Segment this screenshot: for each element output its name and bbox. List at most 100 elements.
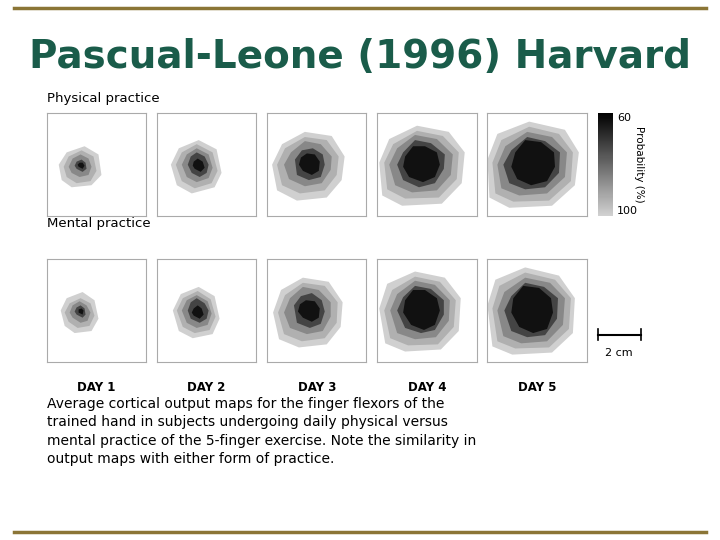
Polygon shape [278,283,338,341]
Polygon shape [188,298,209,323]
Bar [598,132,613,133]
Bar [598,168,613,169]
Bar [598,200,613,201]
Bar [598,152,613,153]
Bar [598,148,613,149]
Bar [598,173,613,174]
Bar [598,127,613,128]
Bar [598,193,613,194]
Bar [598,187,613,188]
Bar [598,198,613,199]
Polygon shape [397,140,445,187]
Polygon shape [503,137,560,190]
Polygon shape [78,163,84,169]
Bar [598,200,613,201]
Bar [598,154,613,156]
Bar [598,147,613,149]
Bar [598,122,613,123]
Polygon shape [273,278,343,347]
Polygon shape [181,295,212,328]
Bar [598,186,613,187]
Polygon shape [299,153,320,175]
Bar [598,164,613,165]
Bar [598,190,613,191]
Polygon shape [75,160,86,172]
Bar [598,175,613,176]
Bar [598,114,613,116]
Bar [598,130,613,131]
Text: DAY 5: DAY 5 [518,381,557,394]
Polygon shape [403,290,440,330]
Bar [598,211,613,212]
Bar [598,202,613,204]
Bar [598,170,613,171]
Polygon shape [60,292,99,333]
Bar [598,128,613,129]
Bar [598,188,613,190]
Polygon shape [284,141,332,186]
Bar [598,166,613,167]
Bar [598,184,613,185]
Polygon shape [487,267,575,355]
Polygon shape [511,140,555,185]
Bar [598,134,613,135]
Bar [598,210,613,211]
Polygon shape [75,305,86,318]
Bar [598,124,613,125]
Polygon shape [68,154,91,177]
Bar [598,119,613,120]
Bar [598,172,613,173]
Polygon shape [78,308,84,315]
Polygon shape [193,159,204,172]
Bar [598,205,613,206]
Text: 2 cm: 2 cm [606,348,633,359]
Text: DAY 1: DAY 1 [77,381,116,394]
Bar [598,194,613,195]
Polygon shape [511,286,553,333]
Bar [598,215,613,216]
Polygon shape [379,272,461,352]
Bar [598,163,613,164]
Bar [598,182,613,183]
Polygon shape [492,127,573,201]
Polygon shape [284,287,330,334]
Bar [598,143,613,144]
Bar [598,133,613,134]
Bar [598,179,613,180]
Bar [598,139,613,140]
Bar [598,191,613,192]
Bar [598,156,613,157]
Bar [598,137,613,138]
Polygon shape [277,137,338,193]
Bar [598,136,613,137]
Bar [598,158,613,159]
Polygon shape [294,293,325,328]
Polygon shape [397,286,444,333]
Polygon shape [272,132,345,201]
Bar [598,185,613,186]
Polygon shape [403,146,440,182]
Bar [598,144,613,145]
Text: 100: 100 [617,206,638,216]
Polygon shape [504,283,558,337]
Bar [598,138,613,139]
Polygon shape [498,278,565,343]
Bar [598,209,613,210]
Polygon shape [181,148,212,182]
Bar [598,125,613,126]
Bar [598,141,613,142]
Bar [598,212,613,213]
Bar [598,195,613,197]
Bar [598,178,613,179]
Text: DAY 4: DAY 4 [408,381,446,394]
Bar [598,160,613,161]
Polygon shape [70,301,91,323]
Polygon shape [498,132,567,195]
Polygon shape [177,291,215,333]
Bar [598,180,613,181]
Bar [598,113,613,114]
Polygon shape [487,122,579,208]
Bar [598,181,613,182]
Text: 60: 60 [617,113,631,124]
Text: Mental practice: Mental practice [47,217,150,230]
